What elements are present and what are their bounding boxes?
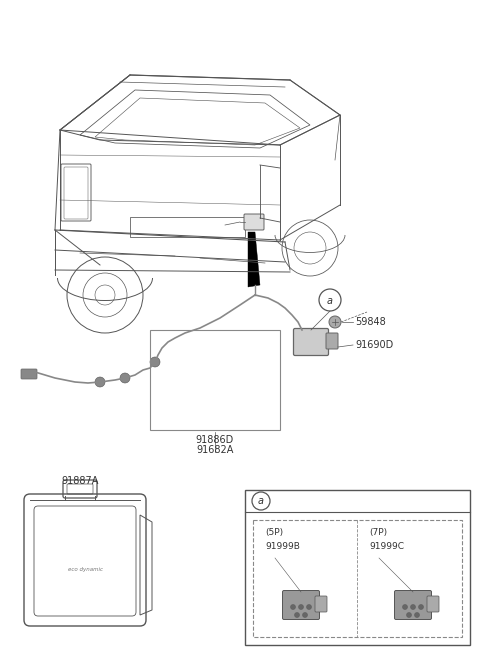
Circle shape [299,604,303,609]
Circle shape [307,604,312,609]
Text: a: a [258,497,264,506]
Circle shape [95,377,105,387]
Bar [253,520,462,637]
Text: 91690D: 91690D [355,340,393,350]
Bar [130,217,245,237]
FancyBboxPatch shape [395,590,432,619]
Bar [245,490,470,645]
Text: a: a [327,295,333,306]
Text: 91887A: 91887A [61,476,99,486]
FancyBboxPatch shape [326,333,338,349]
FancyBboxPatch shape [244,214,264,230]
Polygon shape [248,232,260,287]
Text: 91999C: 91999C [369,542,404,551]
FancyBboxPatch shape [283,590,320,619]
Circle shape [302,613,308,617]
Text: eco dynamic: eco dynamic [68,567,103,573]
FancyBboxPatch shape [427,596,439,612]
Bar [150,330,280,430]
Circle shape [407,613,411,617]
Text: 91682A: 91682A [196,445,234,455]
Circle shape [403,604,408,609]
Text: 91886D: 91886D [196,435,234,445]
Circle shape [295,613,300,617]
Circle shape [290,604,296,609]
Circle shape [120,373,130,383]
Circle shape [410,604,416,609]
Circle shape [150,357,160,367]
Circle shape [419,604,423,609]
Text: 59848: 59848 [355,317,386,327]
Text: 91999B: 91999B [265,542,300,551]
Text: (7P): (7P) [369,528,387,537]
FancyBboxPatch shape [293,329,328,356]
Circle shape [415,613,420,617]
Circle shape [329,316,341,328]
Text: (5P): (5P) [265,528,283,537]
FancyBboxPatch shape [315,596,327,612]
FancyBboxPatch shape [21,369,37,379]
